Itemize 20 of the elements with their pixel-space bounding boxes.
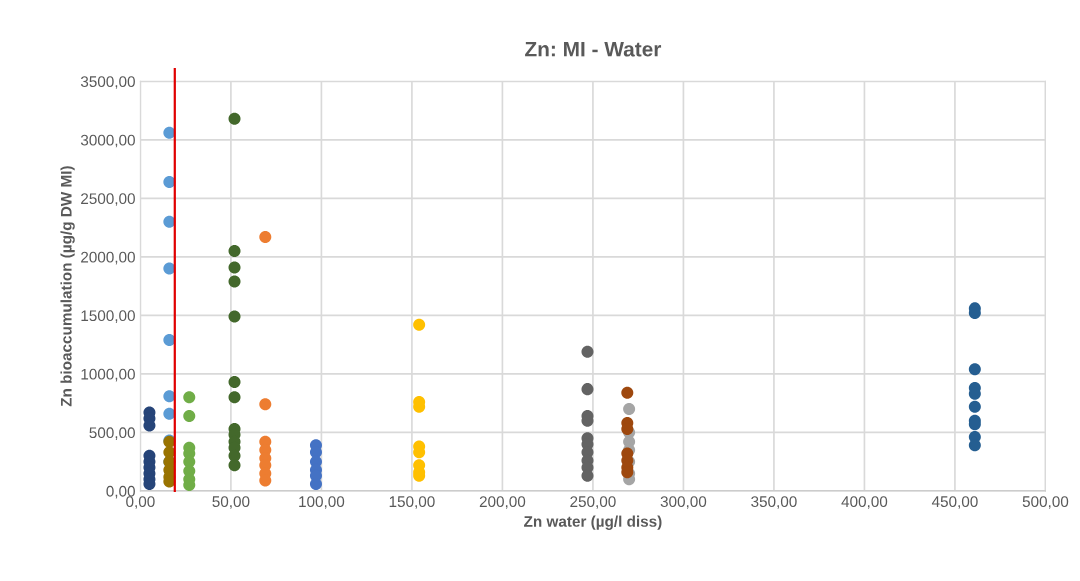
y-axis-title: Zn bioaccumulation (µg/g DW MI) [60, 166, 75, 407]
x-tick-label: 150,00 [389, 496, 435, 509]
y-tick-label: 500,00 [89, 427, 135, 440]
x-tick-label: 500,00 [1022, 496, 1069, 509]
y-tick-label: 1500,00 [81, 310, 135, 323]
y-tick-label: 3000,00 [80, 134, 135, 148]
x-tick-label: 350,00 [751, 496, 797, 509]
x-tick-label: 100,00 [299, 496, 345, 509]
x-tick-label: 400,00 [841, 496, 888, 509]
x-axis-title: Zn water (µg/l diss) [524, 515, 662, 530]
x-tick-label: 450,00 [931, 496, 978, 509]
x-tick-label: 250,00 [570, 496, 616, 509]
y-tick-label: 2000,00 [81, 251, 135, 265]
x-tick-label: 300,00 [660, 496, 707, 509]
y-tick-label: 1000,00 [81, 368, 135, 382]
chart-title: Zn: MI - Water [525, 42, 662, 57]
y-tick-label: 3500,00 [80, 76, 135, 89]
x-tick-label: 50,00 [212, 496, 250, 509]
x-tick-label: 200,00 [479, 496, 526, 509]
y-tick-label: 2500,00 [81, 193, 135, 206]
